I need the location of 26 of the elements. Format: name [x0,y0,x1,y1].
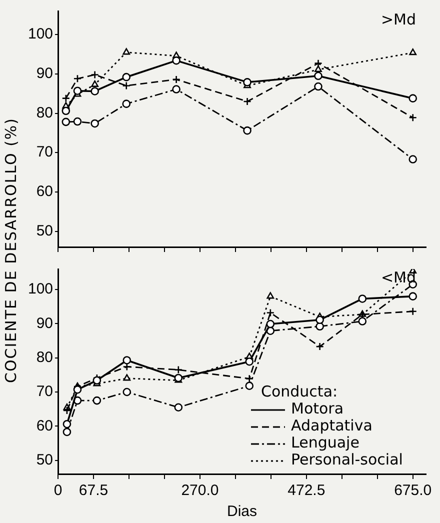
y-tick-label: 70 [36,383,54,400]
legend-label: Adaptativa [291,416,372,434]
y-tick-label: 90 [36,314,54,332]
annotation: <Md [380,268,416,286]
legend-label: Personal-social [291,450,403,468]
x-tick-label: 675.0 [394,482,432,500]
annotation: >Md [380,10,416,28]
y-axis-title: COCIENTE DE DESARROLLO (%) [2,116,21,385]
y-tick-label: 100 [28,280,54,298]
x-tick-label: 270.0 [181,482,219,500]
y-tick-label: 70 [36,144,54,161]
x-tick-label: 67.5 [78,482,108,500]
y-tick-label: 100 [28,26,54,43]
y-tick-label: 60 [36,417,54,434]
x-tick-label: 0 [54,482,62,500]
legend-label: Motora [291,399,344,418]
y-tick-label: 50 [36,451,54,468]
x-axis-title: Dias [227,503,258,520]
y-tick-label: 80 [36,104,54,122]
x-tick-label: 472.5 [288,482,326,500]
y-tick-label: 80 [36,348,54,366]
y-tick-label: 60 [36,183,54,200]
legend-label: Lenguaje [291,433,360,452]
legend-title: Conducta: [261,382,338,400]
y-tick-label: 50 [36,222,54,240]
y-tick-label: 90 [36,65,54,82]
